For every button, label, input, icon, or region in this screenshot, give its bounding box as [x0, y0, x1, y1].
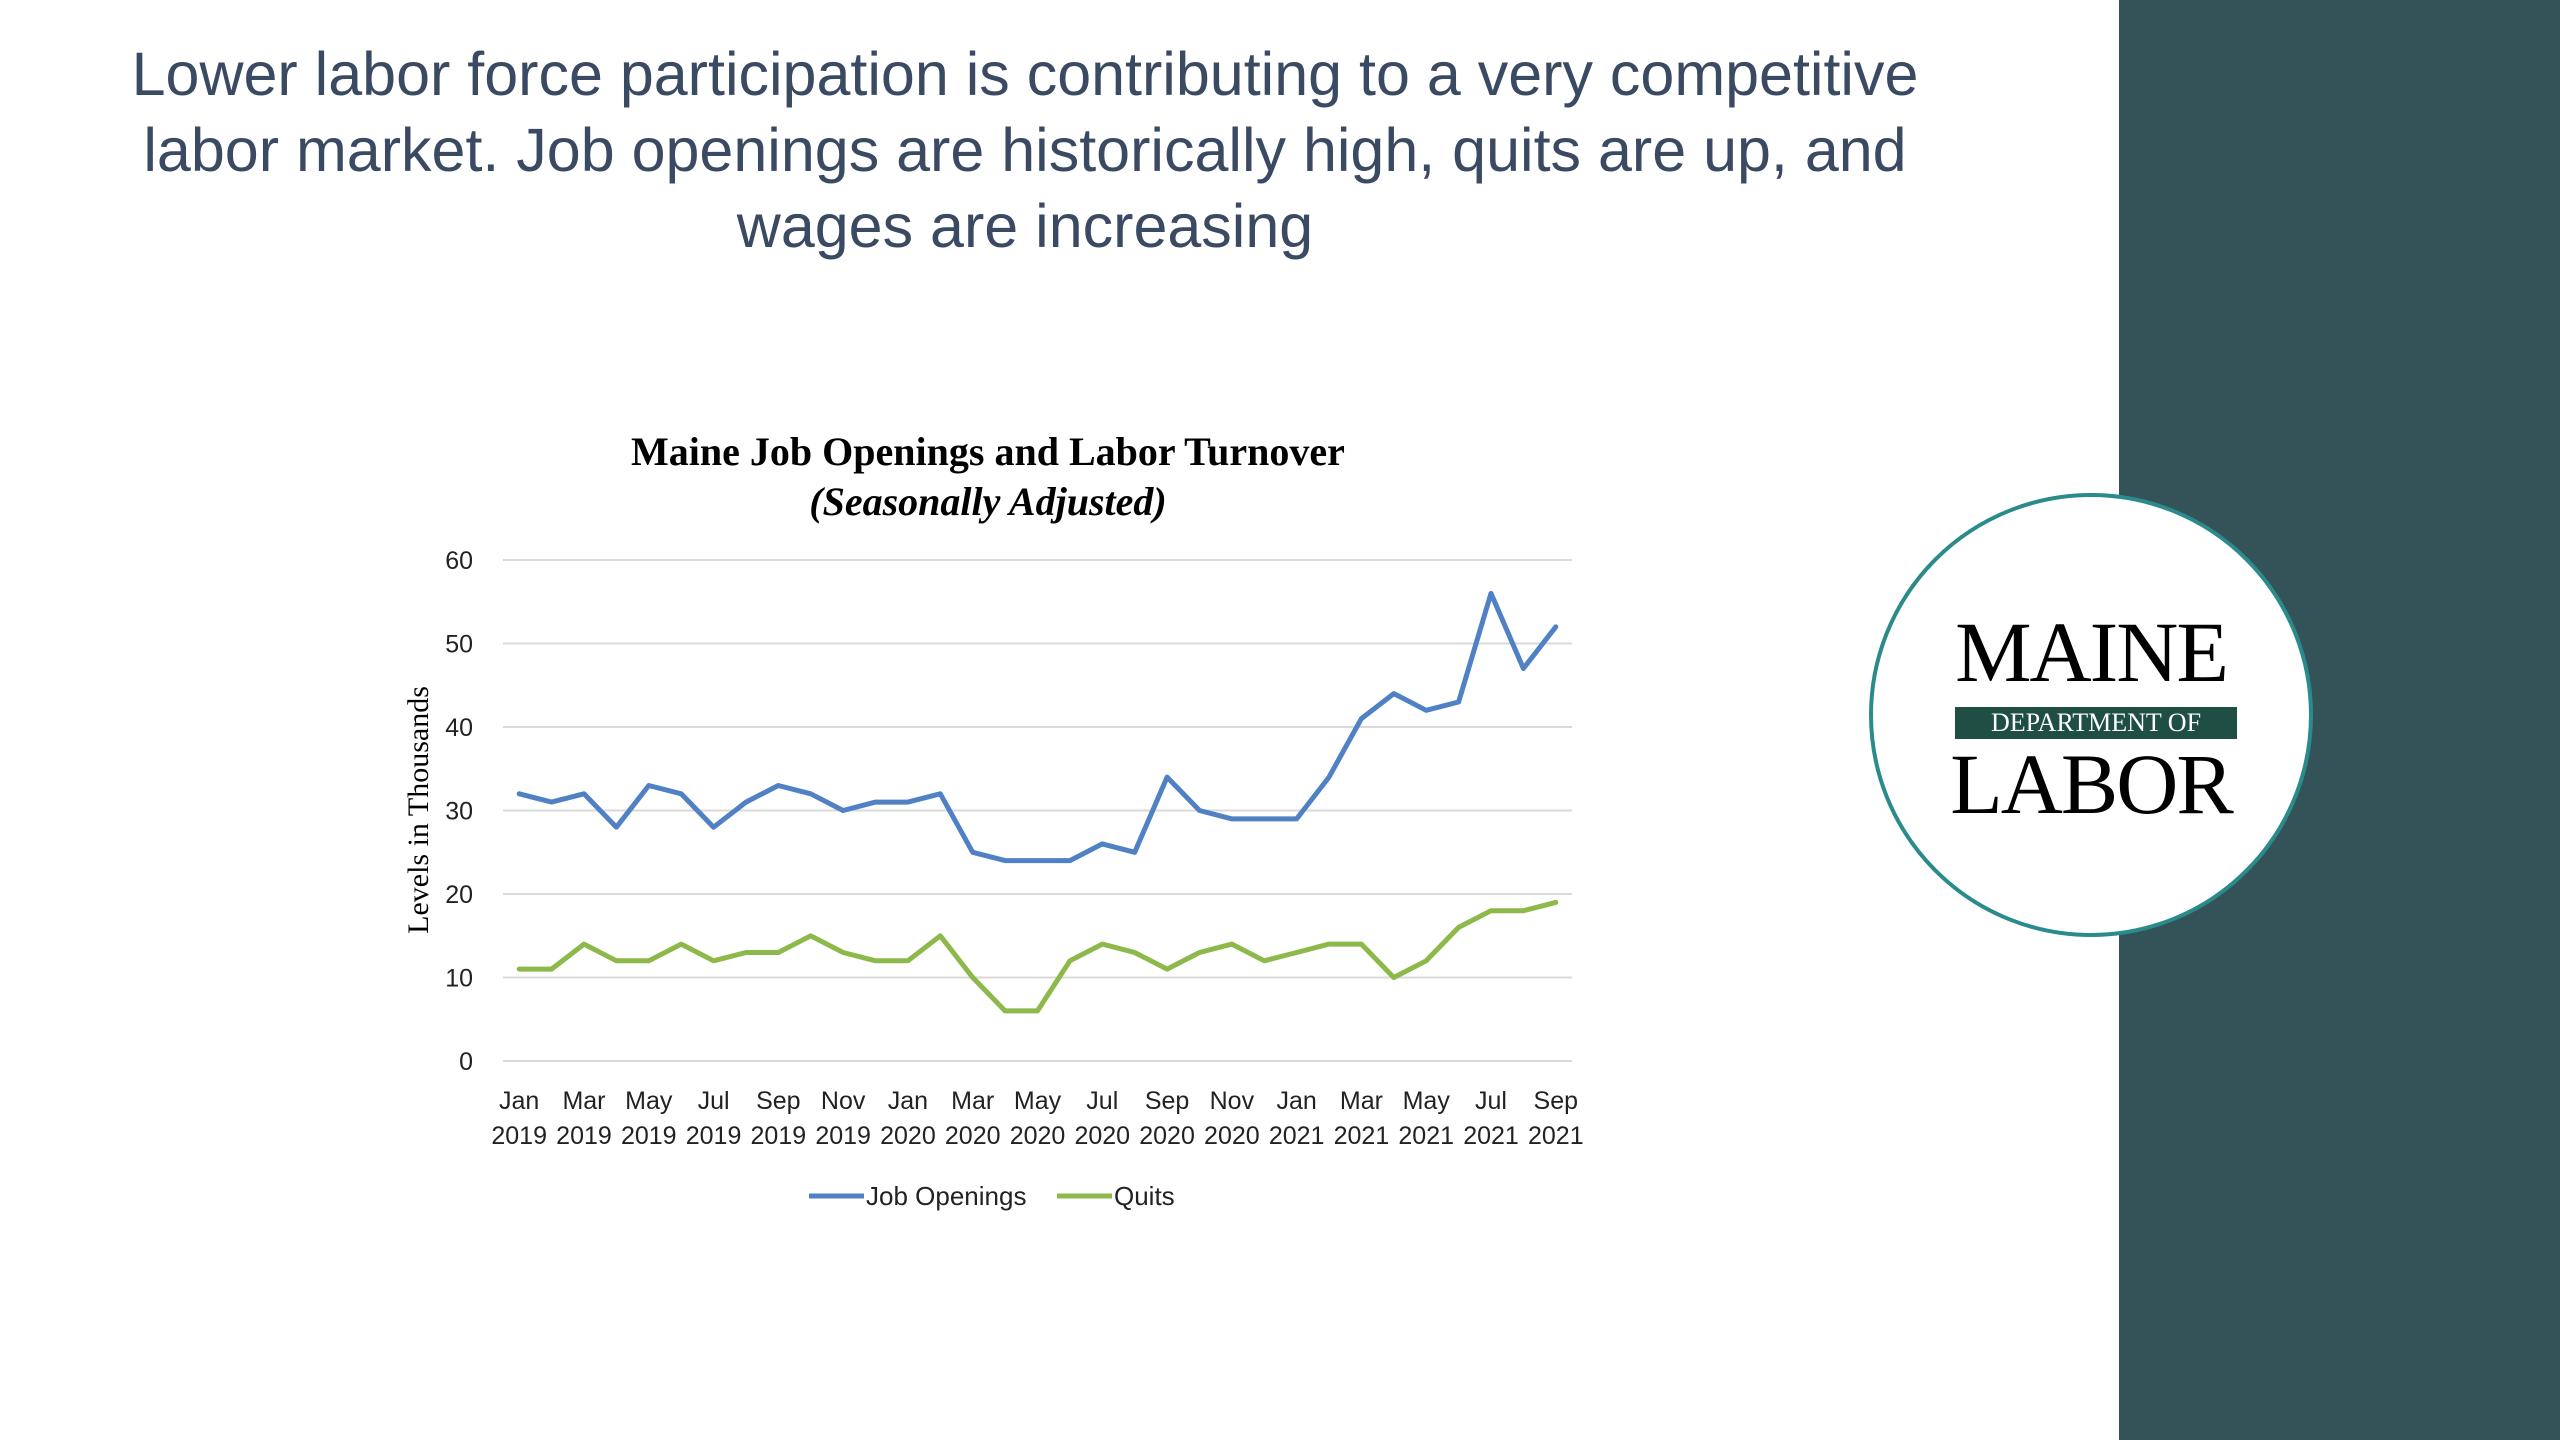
y-tick-label-0: 0	[459, 1048, 473, 1076]
x-tick-label-month: Jul	[1086, 1087, 1118, 1115]
y-tick-label-20: 20	[445, 881, 473, 909]
legend-label-quits: Quits	[1114, 1181, 1175, 1211]
chart-title: Maine Job Openings and Labor Turnover	[631, 429, 1345, 474]
x-tick-label-year: 2019	[621, 1122, 677, 1150]
x-tick-label-month: Mar	[562, 1087, 605, 1115]
logo-line-maine: MAINE	[1955, 604, 2229, 700]
x-tick-label-year: 2020	[1010, 1122, 1066, 1150]
x-tick-label-year: 2021	[1398, 1122, 1454, 1150]
logo-band-department: DEPARTMENT OF	[1955, 707, 2237, 739]
gridlines	[503, 559, 1572, 1062]
slide-headline: Lower labor force participation is contr…	[131, 40, 1919, 260]
logo-line-labor: LABOR	[1950, 736, 2233, 832]
x-tick-label-year: 2020	[1074, 1122, 1130, 1150]
x-tick-label-month: Mar	[951, 1087, 994, 1115]
y-axis-label: Levels in Thousands	[402, 686, 435, 934]
y-tick-label-60: 60	[445, 547, 473, 575]
x-tick-label-month: Nov	[821, 1087, 866, 1115]
x-tick-label-year: 2021	[1334, 1122, 1390, 1150]
y-tick-label-40: 40	[445, 714, 473, 742]
x-tick-label-year: 2021	[1269, 1122, 1325, 1150]
x-tick-label-month: Jul	[698, 1087, 730, 1115]
legend-label-job-openings: Job Openings	[866, 1181, 1026, 1211]
x-tick-label-month: May	[1014, 1087, 1062, 1115]
x-tick-label-year: 2020	[1139, 1122, 1195, 1150]
x-tick-label-month: May	[1403, 1087, 1451, 1115]
x-tick-label-year: 2019	[751, 1122, 807, 1150]
x-tick-label-year: 2019	[491, 1122, 547, 1150]
y-tick-label-30: 30	[445, 798, 473, 826]
chart-subtitle: (Seasonally Adjusted)	[809, 479, 1166, 524]
series-lines	[516, 590, 1559, 1014]
maine-dol-logo: MAINE DEPARTMENT OF LABOR	[1869, 493, 2313, 937]
x-tick-label-month: Sep	[756, 1087, 800, 1115]
x-tick-label-month: Jan	[888, 1087, 928, 1115]
x-tick-label-month: Jul	[1475, 1087, 1507, 1115]
x-tick-label-year: 2020	[880, 1122, 936, 1150]
series-line-job-openings	[516, 590, 1559, 864]
x-tick-label-month: Jan	[499, 1087, 539, 1115]
x-tick-label-month: May	[625, 1087, 673, 1115]
x-tick-label-year: 2021	[1463, 1122, 1519, 1150]
x-tick-label-year: 2020	[1204, 1122, 1260, 1150]
x-tick-labels: Jan 2019 Mar 2019 May 2019 Jul 2019 Sep 2019 Nov 20…	[491, 1087, 1583, 1150]
x-tick-label-year: 2019	[556, 1122, 612, 1150]
x-tick-label-year: 2019	[686, 1122, 742, 1150]
x-tick-label-month: Sep	[1145, 1087, 1189, 1115]
x-tick-label-year: 2020	[945, 1122, 1001, 1150]
x-tick-label-year: 2021	[1528, 1122, 1584, 1150]
y-tick-labels: 0 10 20 30 40 50 60	[445, 547, 473, 1076]
y-tick-label-50: 50	[445, 631, 473, 659]
x-tick-label-month: Sep	[1534, 1087, 1578, 1115]
series-line-quits	[516, 899, 1559, 1014]
x-tick-label-month: Mar	[1340, 1087, 1383, 1115]
x-tick-label-year: 2019	[815, 1122, 871, 1150]
legend: Job Openings Quits	[809, 1181, 1175, 1211]
line-chart: Maine Job Openings and Labor Turnover (S…	[402, 429, 1584, 1211]
y-tick-label-10: 10	[445, 965, 473, 993]
x-tick-label-month: Nov	[1210, 1087, 1255, 1115]
x-tick-label-month: Jan	[1276, 1087, 1316, 1115]
